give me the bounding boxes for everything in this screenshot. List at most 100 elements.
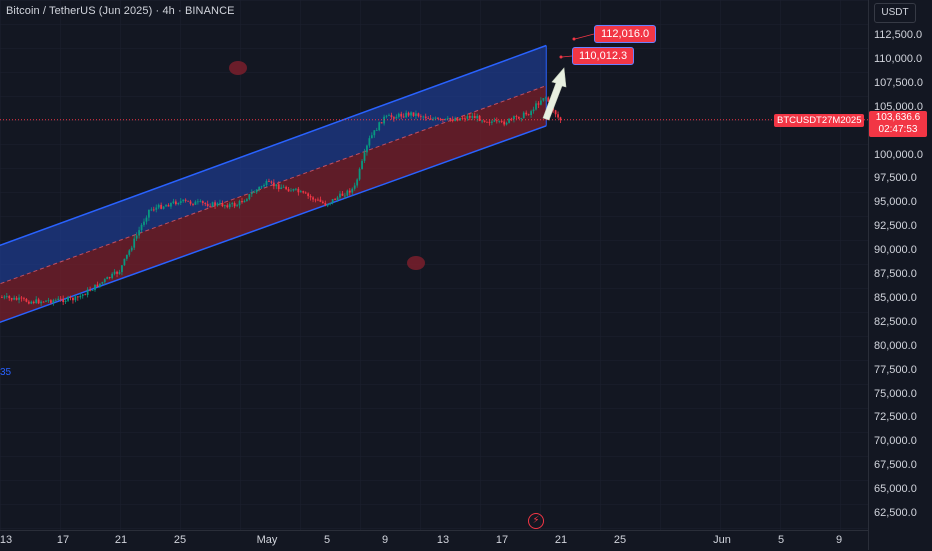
candle [464,115,466,122]
candle [336,195,339,202]
candle [292,188,295,192]
candle-body [50,300,52,303]
candle-body [223,205,226,207]
candle-body [13,297,16,300]
time-tick-label: May [256,534,278,546]
price-tick-label: 72,500.0 [874,411,917,424]
candle-body [544,97,547,99]
candle [326,203,329,208]
channel-upper-line [0,44,547,247]
time-tick-label: 25 [173,534,187,546]
candle-body [265,180,268,186]
candle [23,296,25,301]
candle-body [268,180,270,182]
candle [128,249,131,257]
candle [373,130,376,138]
candle-body [358,168,361,180]
candle-body [388,115,390,117]
candle-body [231,203,234,205]
callout-leader-line [574,33,595,40]
candle-body [442,119,444,121]
marker-dot [407,256,425,270]
candle-body [363,152,366,161]
candle [47,297,50,303]
candle [177,202,180,206]
currency-button[interactable]: USDT [874,3,916,23]
price-tick-label: 80,000.0 [874,339,917,352]
candle-body [42,301,45,303]
candle-body [417,113,420,117]
candle [473,112,476,119]
candle [378,121,381,132]
candle [540,97,542,106]
candle [370,132,373,139]
price-axis[interactable] [868,0,932,550]
candle [1,295,3,299]
candle [59,296,62,302]
price-chart[interactable] [0,0,868,530]
candle [402,113,405,118]
time-tick-label: 13 [436,534,450,546]
candle-body [329,202,332,205]
candle-body [412,112,415,116]
candle-body [520,118,523,119]
candle-body [481,120,483,122]
candle-body [74,296,77,301]
target-callout-lower[interactable]: 110,012.3 [572,47,635,65]
price-tick-label: 92,500.0 [874,220,917,233]
symbol-price-label: BTCUSDT27M2025 [774,114,865,127]
candle-body [444,118,447,121]
candle [179,198,182,206]
candle [525,110,528,116]
candle [94,284,96,292]
candle [532,106,535,114]
candle [40,300,42,306]
candle [393,116,395,122]
target-callout-upper[interactable]: 112,016.0 [594,25,657,43]
candle [130,245,133,252]
candle [334,197,336,201]
candle [527,113,530,116]
candle-body [491,121,493,123]
candle-body [532,109,535,112]
candle-body [138,230,140,236]
candle-body [290,190,292,192]
candle-body [81,294,84,296]
candle [331,199,334,205]
candle [535,100,537,111]
candle [106,276,109,280]
candle-body [206,203,209,207]
channel-lower-line [0,125,547,324]
candle [466,113,469,121]
candle [353,182,356,191]
candle [219,199,221,206]
price-tick-label: 85,000.0 [874,291,917,304]
candle-body [59,298,62,300]
candle-body [1,297,3,299]
candle [280,184,283,190]
candle-body [96,284,99,287]
candle [547,96,550,103]
candle-body [449,117,452,120]
candle [295,187,297,191]
candle-body [165,205,167,207]
candle [226,203,229,209]
candle [339,190,341,199]
symbol-title[interactable]: Bitcoin / TetherUS (Jun 2025) · 4h · BIN… [6,5,235,17]
candle-body [353,185,356,189]
chart-area[interactable] [0,0,868,530]
candle-body [317,199,319,201]
candle [199,199,202,203]
candle [356,178,359,188]
lightning-icon[interactable]: ⚡ [528,513,544,529]
candle-body [397,113,400,117]
time-axis[interactable] [0,530,868,551]
candle-body [498,121,501,122]
candle [559,116,562,124]
candle [236,203,238,207]
candle [508,118,510,124]
price-tick-label: 112,500.0 [874,29,923,41]
candle-body [400,113,403,117]
left-edge-label: 35 [0,367,12,378]
candle-body [179,201,182,204]
